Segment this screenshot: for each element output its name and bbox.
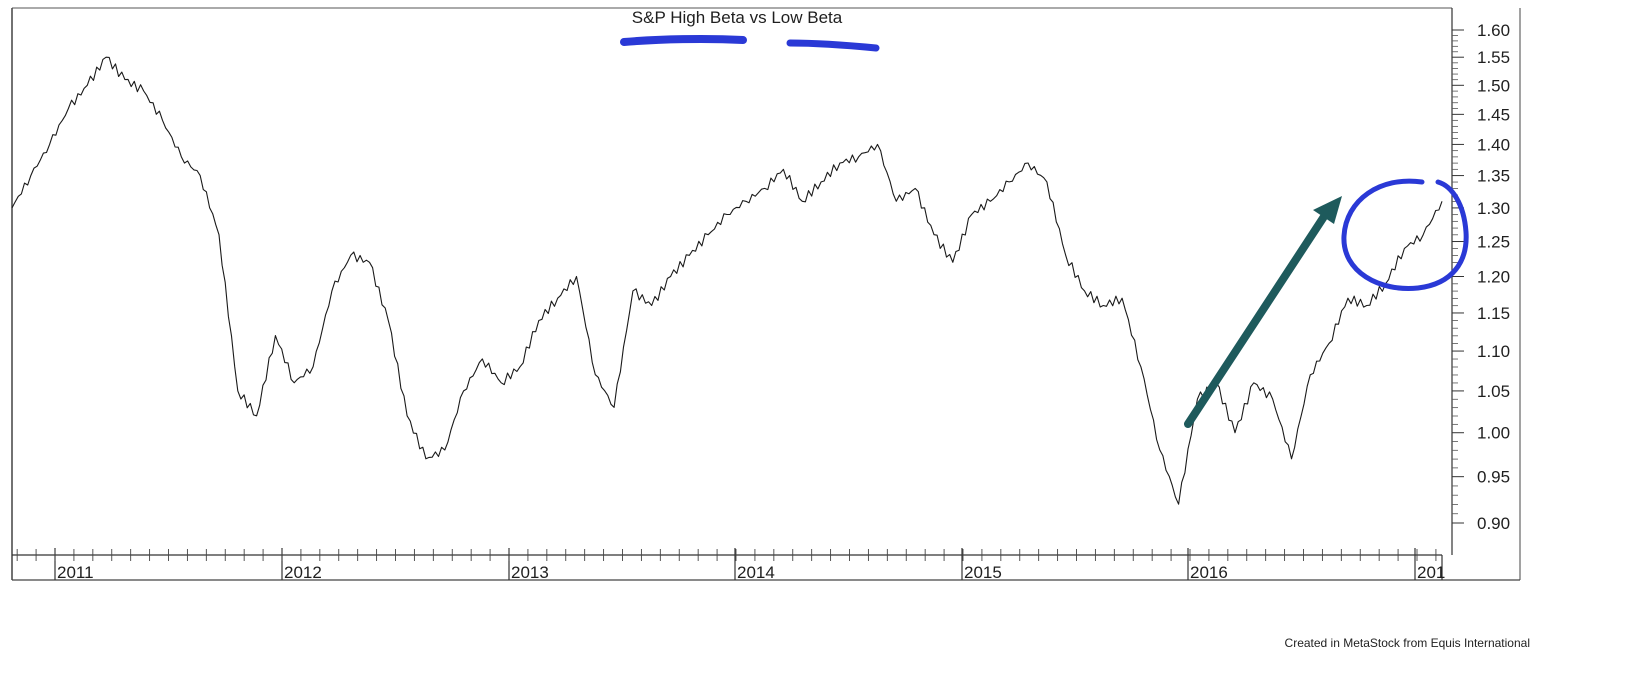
- y-tick-label: 1.50: [1477, 76, 1510, 95]
- marker-underline-right: [786, 39, 880, 52]
- trend-arrow-annotation: [1184, 196, 1342, 428]
- x-tick-label: 2011: [57, 563, 94, 582]
- marker-underline-left: [620, 34, 747, 46]
- y-axis-ticks: 1.60 1.55 1.50 1.45 1.40 1.35 1.30 1.25 1.20 1.15…: [1452, 21, 1510, 533]
- y-tick-label: 1.25: [1477, 233, 1510, 252]
- y-tick-label: 1.30: [1477, 199, 1510, 218]
- y-tick-label: 1.10: [1477, 342, 1510, 361]
- y-tick-label: 1.35: [1477, 167, 1510, 186]
- y-tick-label: 1.20: [1477, 268, 1510, 287]
- circle-annotation: [1341, 178, 1469, 291]
- y-tick-label: 1.60: [1477, 21, 1510, 40]
- y-tick-label: 1.15: [1477, 304, 1510, 323]
- x-axis-ticks: 2011 2012 2013 2014 2015 2016 201: [16, 548, 1445, 582]
- series-line: [11, 56, 1443, 505]
- y-tick-label: 0.95: [1477, 468, 1510, 487]
- y-tick-label: 1.05: [1477, 382, 1510, 401]
- y-tick-label: 1.00: [1477, 424, 1510, 443]
- footer-credit: Created in MetaStock from Equis Internat…: [1284, 636, 1530, 650]
- x-tick-label: 201: [1417, 563, 1445, 582]
- chart-title: S&P High Beta vs Low Beta: [632, 8, 843, 27]
- y-tick-label: 0.90: [1477, 514, 1510, 533]
- x-tick-label: 2015: [964, 563, 1002, 582]
- x-tick-label: 2014: [737, 563, 775, 582]
- y-tick-label: 1.45: [1477, 105, 1510, 124]
- y-tick-label: 1.55: [1477, 48, 1510, 67]
- x-tick-label: 2012: [284, 563, 322, 582]
- y-tick-label: 1.40: [1477, 135, 1510, 154]
- x-tick-label: 2013: [511, 563, 549, 582]
- x-tick-label: 2016: [1190, 563, 1228, 582]
